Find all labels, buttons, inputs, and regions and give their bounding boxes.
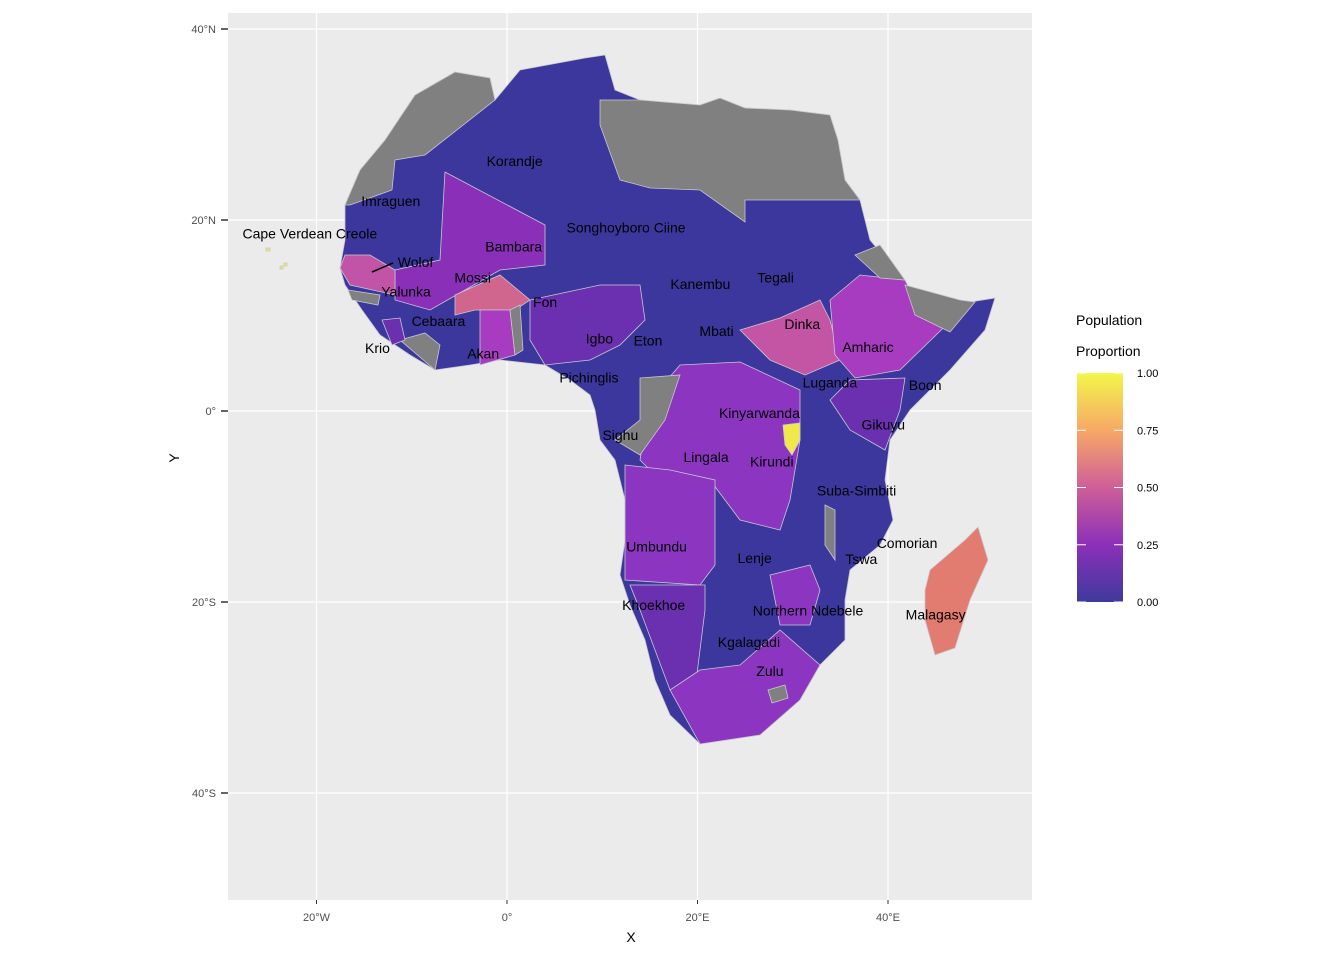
y-tick-label: 40°N (191, 24, 216, 36)
x-axis-title: X (626, 929, 636, 945)
region-label: Comorian (877, 535, 938, 551)
region-label: Umbundu (626, 539, 687, 555)
region-label: Cebaara (412, 313, 466, 329)
region-label: Cape Verdean Creole (243, 225, 378, 241)
region-mali (394, 171, 546, 311)
y-tick-label: 0° (205, 406, 216, 418)
region-label: Lenje (738, 550, 772, 566)
region-label: Krio (365, 340, 390, 356)
region-label: Amharic (842, 339, 893, 355)
region-south-africa (669, 629, 821, 745)
region-label: Kinyarwanda (719, 405, 800, 421)
region-label: Mbati (699, 323, 733, 339)
region-label: Fon (533, 294, 557, 310)
region-malawi-missing (824, 504, 836, 562)
region-madagascar (924, 526, 989, 656)
region-label: Eton (634, 332, 663, 348)
legend: Population Proportion 1.00 0.75 0.50 0.25 0.… (1076, 312, 1158, 609)
region-label: Sighu (602, 427, 638, 443)
y-axis-title: Y (166, 453, 182, 463)
region-liberia-missing (399, 332, 441, 371)
y-tick-label: 40°S (192, 788, 216, 800)
region-guinea-bissau-missing (347, 289, 381, 306)
region-morocco-missing (344, 71, 496, 206)
region-label: Tegali (757, 269, 794, 285)
region-gabon-congo-missing (614, 374, 681, 456)
region-label: Pichinglis (559, 370, 618, 386)
region-cape-verde (265, 247, 288, 270)
x-tick-label: 0° (502, 912, 513, 924)
legend-tick-label: 0.00 (1137, 597, 1158, 609)
region-uganda (782, 422, 801, 456)
region-label: Zulu (756, 663, 783, 679)
region-north-africa-missing (599, 97, 861, 223)
legend-tick-label: 0.25 (1137, 540, 1158, 552)
region-label: Bambara (485, 239, 542, 255)
region-label: Akan (467, 346, 499, 362)
region-label: Khoekhoe (622, 597, 685, 613)
region-label: Lingala (683, 449, 728, 465)
region-label: Yalunka (381, 284, 431, 300)
region-somaliland-missing (904, 284, 976, 333)
region-zimbabwe (769, 564, 821, 626)
region-label: Gikuyu (861, 416, 905, 432)
legend-tick-label: 0.75 (1137, 425, 1158, 437)
region-togo-missing (509, 304, 524, 356)
region-labels: Korandje Imraguen Cape Verdean Creole Bamba… (243, 153, 966, 679)
region-label: Korandje (487, 153, 543, 169)
x-tick-label: 20°W (303, 912, 331, 924)
region-label: Tswa (845, 551, 877, 567)
legend-tick-label: 1.00 (1137, 368, 1158, 380)
region-label: Wolof (398, 254, 434, 270)
wolof-leader-line (371, 262, 394, 273)
region-label: Boon (909, 377, 942, 393)
region-senegal (339, 254, 396, 296)
region-label: Malagasy (906, 606, 966, 622)
axes: 20°W 0° 20°E 40°E 40°N 20°N 0° 20°S 40°S (191, 24, 900, 924)
region-angola (624, 464, 716, 586)
region-label: Kirundi (750, 454, 794, 470)
map-regions (265, 54, 996, 745)
y-tick-label: 20°N (191, 215, 216, 227)
region-label: Songhoyboro Ciine (567, 220, 686, 236)
region-lesotho-missing (767, 684, 789, 704)
region-label: Dinka (784, 316, 820, 332)
region-label: Mossi (454, 269, 491, 285)
region-eritrea-missing (854, 244, 906, 281)
x-tick-label: 40°E (876, 912, 900, 924)
legend-title-line1: Population (1076, 312, 1142, 328)
region-label: Suba-Simbiti (817, 482, 896, 498)
region-label: Luganda (803, 374, 858, 390)
region-label: Imraguen (361, 193, 420, 209)
y-tick-label: 20°S (192, 597, 216, 609)
region-sierra-leone (381, 317, 406, 346)
x-tick-label: 20°E (686, 912, 710, 924)
region-nigeria (529, 284, 646, 366)
region-label: Kanembu (670, 276, 730, 292)
region-label: Kgalagadi (718, 634, 780, 650)
region-kenya (829, 377, 906, 451)
legend-tick-label: 0.50 (1137, 483, 1158, 495)
legend-title-line2: Proportion (1076, 343, 1141, 359)
region-label: Northern Ndebele (753, 603, 864, 619)
region-label: Igbo (586, 330, 613, 346)
